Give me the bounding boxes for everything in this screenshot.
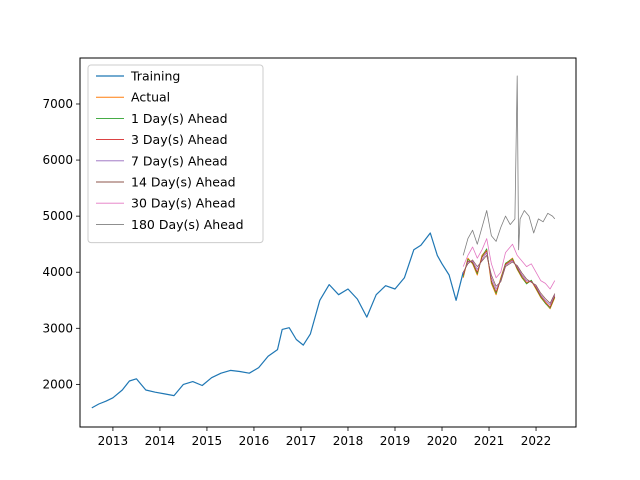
legend-label: Training [130,69,180,84]
y-tick-label: 2000 [42,377,73,391]
x-tick-label: 2020 [427,434,458,448]
series-line-14-day-s-ahead [462,255,556,304]
y-tick-label: 6000 [42,153,73,167]
legend: Training Actual 1 Day(s) Ahead 3 Day(s) Ahe… [87,64,264,244]
series-layer [91,75,556,409]
legend-label: 180 Day(s) Ahead [131,217,244,232]
y-axis: 2000 3000 4000 5000 6000 7000 [42,97,80,391]
plot-area-frame [79,57,577,428]
legend-label: Actual [131,90,170,105]
series-line-training [91,232,464,409]
x-axis: 2013 2014 2015 2016 2017 2018 2019 2020 2021 2022 [98,427,552,448]
x-tick-label: 2022 [521,434,552,448]
series-line-180-day-s-ahead [462,75,556,256]
x-tick-label: 2018 [333,434,364,448]
legend-box [87,64,264,244]
x-tick-label: 2019 [380,434,411,448]
y-tick-label: 7000 [42,97,73,111]
legend-label: 7 Day(s) Ahead [131,153,228,168]
y-tick-label: 4000 [42,265,73,279]
series-line-1-day-s-ahead [462,248,556,309]
y-tick-label: 3000 [42,321,73,335]
y-tick-label: 5000 [42,209,73,223]
legend-label: 30 Day(s) Ahead [131,196,236,211]
legend-label: 3 Day(s) Ahead [131,132,228,147]
series-line-30-day-s-ahead [462,238,556,290]
series-line-3-day-s-ahead [462,250,556,308]
legend-label: 1 Day(s) Ahead [131,111,228,126]
legend-label: 14 Day(s) Ahead [131,175,236,190]
x-tick-label: 2021 [474,434,505,448]
series-line-7-day-s-ahead [462,252,556,306]
x-tick-label: 2013 [98,434,129,448]
x-tick-label: 2014 [145,434,176,448]
x-tick-label: 2015 [192,434,223,448]
x-tick-label: 2016 [239,434,270,448]
x-tick-label: 2017 [286,434,317,448]
